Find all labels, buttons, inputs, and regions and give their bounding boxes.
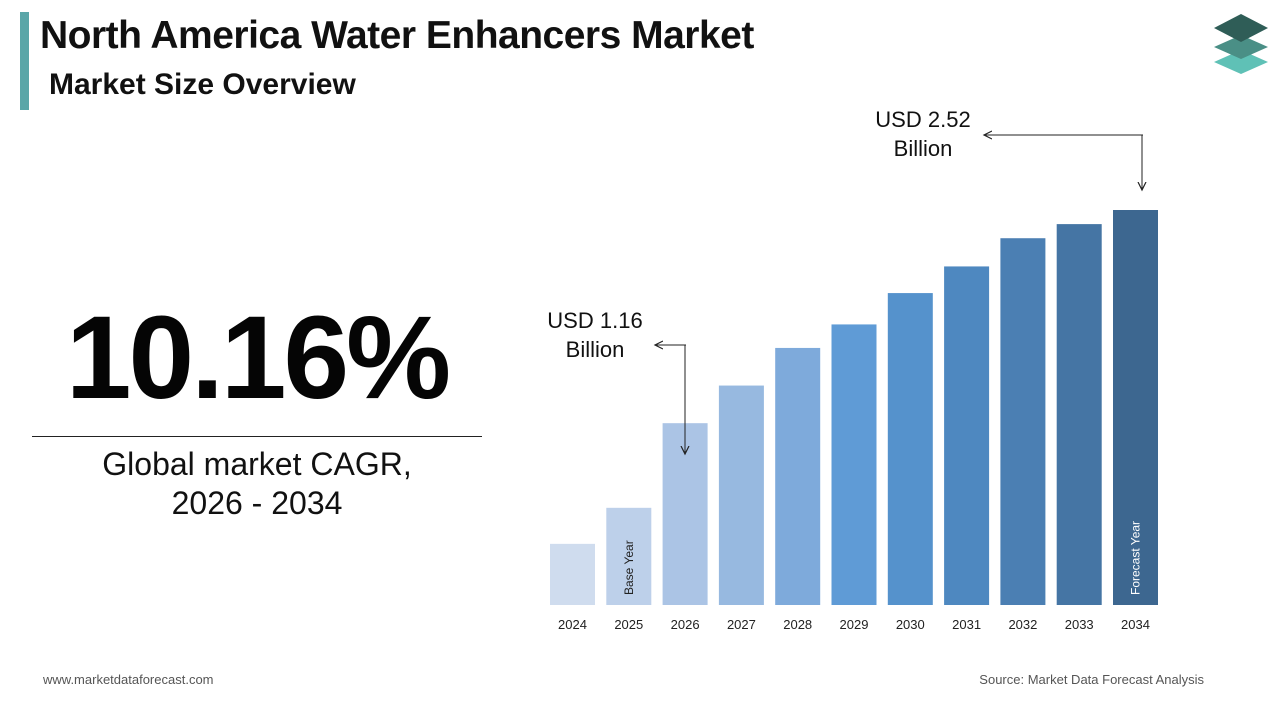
tick-label-2029: 2029 (840, 617, 869, 632)
cagr-label-line2: 2026 - 2034 (171, 485, 343, 521)
bar-2034 (1113, 210, 1158, 605)
bar-2024 (550, 543, 595, 605)
bar-label-2034: Forecast Year (1129, 521, 1143, 595)
bar-2031 (944, 266, 990, 605)
market-size-bar-chart: Base Year Forecast Year 2024 2025 2026 2027 2… (547, 107, 1158, 632)
footer-source: Source: Market Data Forecast Analysis (979, 672, 1204, 687)
page-title: North America Water Enhancers Market (40, 14, 754, 57)
logo-layer-top (1214, 14, 1268, 42)
annotation-unit-2026: Billion (566, 337, 625, 362)
cagr-label-line1: Global market CAGR, (102, 446, 412, 482)
tick-label-2025: 2025 (614, 617, 643, 632)
cagr-divider (32, 436, 482, 437)
bar-2029 (831, 324, 877, 605)
tick-label-2024: 2024 (558, 617, 587, 632)
bar-2030 (887, 293, 933, 605)
bar-2028 (775, 347, 821, 605)
cagr-label: Global market CAGR, 2026 - 2034 (32, 445, 482, 523)
tick-label-2033: 2033 (1065, 617, 1094, 632)
tick-label-2030: 2030 (896, 617, 925, 632)
bar-2033 (1056, 224, 1102, 605)
bar-2032 (1000, 238, 1046, 605)
bar-2027 (718, 385, 764, 605)
annotation-unit-2034: Billion (894, 136, 953, 161)
footer-website[interactable]: www.marketdataforecast.com (43, 672, 214, 687)
tick-label-2026: 2026 (671, 617, 700, 632)
bar-2025 (606, 507, 652, 605)
page-subtitle: Market Size Overview (49, 68, 356, 101)
tick-label-2028: 2028 (783, 617, 812, 632)
logo-layer-bottom (1214, 50, 1268, 74)
cagr-value: 10.16% (65, 292, 451, 424)
tick-label-2027: 2027 (727, 617, 756, 632)
bar-label-2025: Base Year (622, 540, 636, 595)
tick-label-2031: 2031 (952, 617, 981, 632)
title-accent-bar (20, 12, 29, 110)
annotation-value-2026: USD 1.16 (547, 308, 642, 333)
tick-label-2034: 2034 (1121, 617, 1150, 632)
tick-label-2032: 2032 (1008, 617, 1037, 632)
stacked-layers-icon (1214, 14, 1268, 74)
logo-layer-middle (1214, 35, 1268, 59)
annotation-value-2034: USD 2.52 (875, 107, 970, 132)
